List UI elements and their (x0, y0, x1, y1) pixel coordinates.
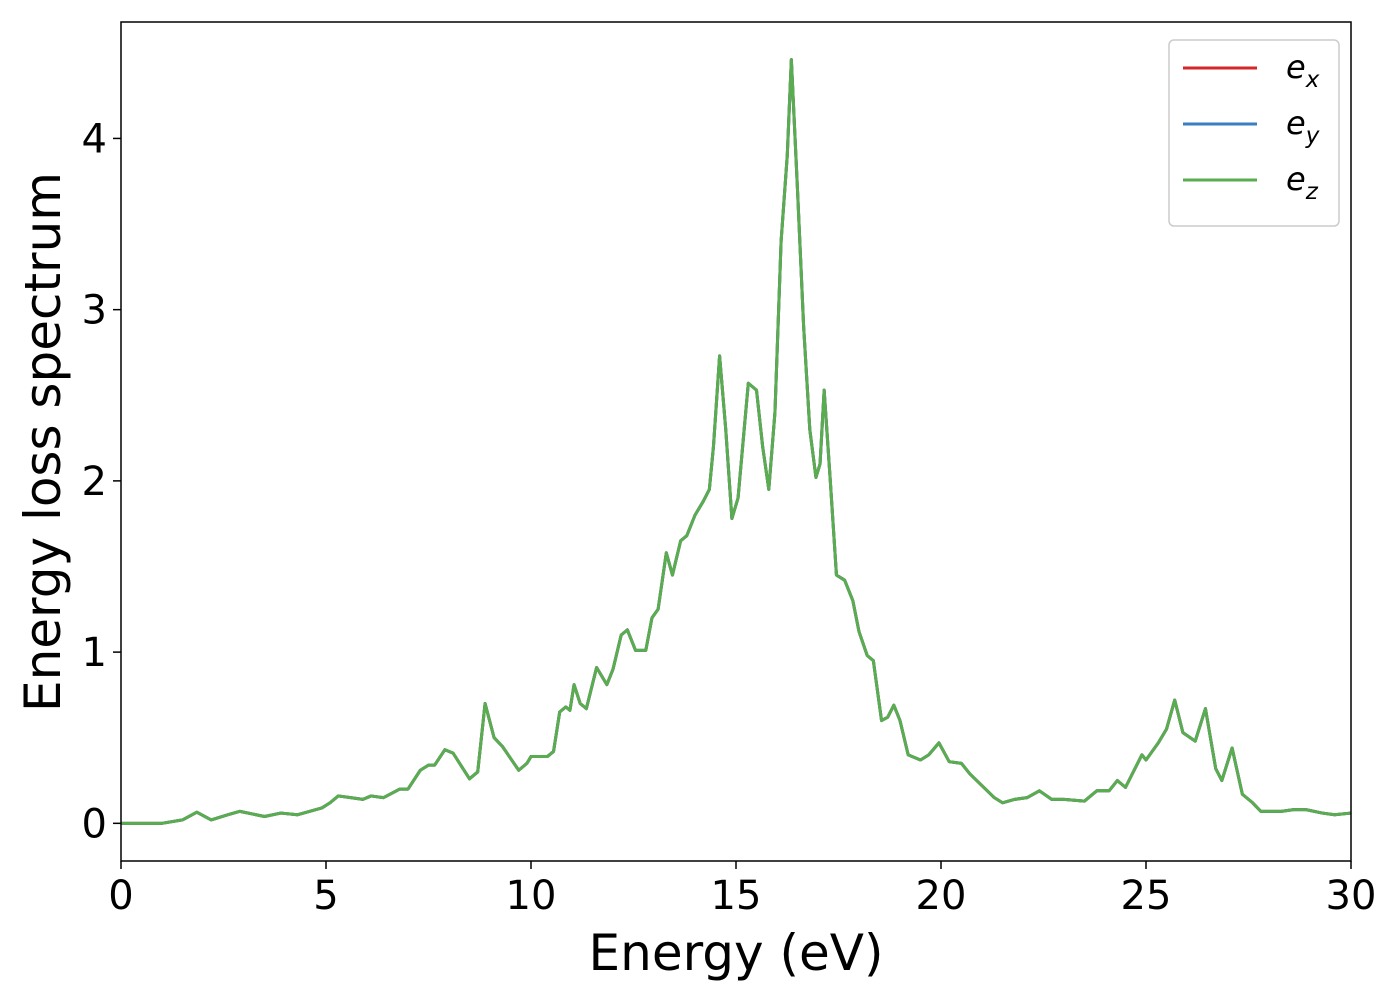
legend: ex ey ez (1168, 39, 1340, 227)
y-tick-label: 2 (82, 459, 107, 505)
y-tick-label: 4 (82, 116, 107, 162)
x-tick-label: 30 (1326, 873, 1377, 919)
y-tick-label: 1 (82, 630, 107, 676)
series-line (121, 58, 1352, 825)
y-tick-label: 0 (82, 801, 107, 847)
x-tick-label: 5 (313, 873, 338, 919)
y-axis-label: Energy loss spectrum (14, 172, 72, 712)
x-tick-label: 20 (916, 873, 967, 919)
x-tick-label: 15 (711, 873, 762, 919)
plot-frame (120, 21, 1352, 862)
x-tick-label: 25 (1121, 873, 1172, 919)
legend-label: ey (1286, 104, 1320, 149)
y-tick-label: 3 (82, 288, 107, 334)
x-axis-label: Energy (eV) (589, 924, 884, 982)
x-tick-label: 10 (506, 873, 557, 919)
legend-label: ex (1286, 48, 1320, 93)
legend-label: ez (1286, 160, 1319, 205)
x-tick-label: 0 (108, 873, 133, 919)
